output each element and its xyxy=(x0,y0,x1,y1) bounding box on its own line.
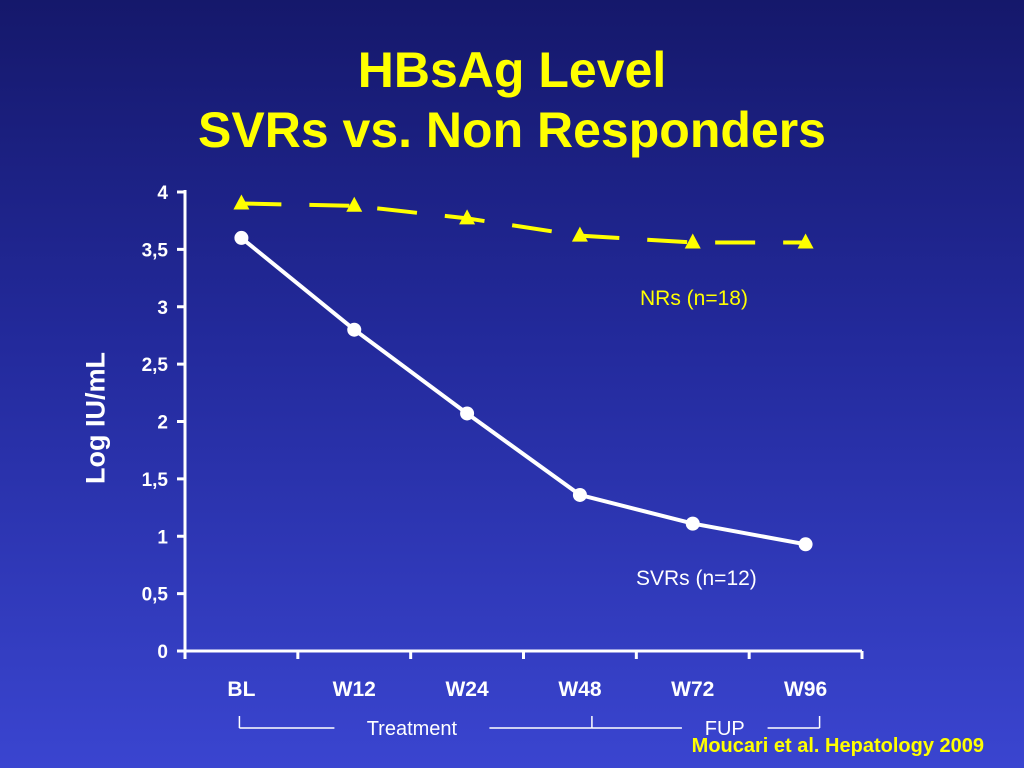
nr-data-point xyxy=(233,194,250,210)
svr-data-point xyxy=(572,487,587,502)
nr-data-point xyxy=(459,209,476,225)
x-tick-label: W12 xyxy=(333,678,376,701)
treatment-label: Treatment xyxy=(367,718,458,740)
nr-data-point xyxy=(684,233,701,249)
x-tick-label: W72 xyxy=(671,678,714,701)
citation: Moucari et al. Hepatology 2009 xyxy=(691,735,984,757)
y-tick-label: 0 xyxy=(157,642,168,663)
y-tick-label: 1 xyxy=(157,527,168,548)
svr-data-point xyxy=(685,516,700,531)
y-tick-label: 3,5 xyxy=(142,240,169,261)
y-tick-label: 4 xyxy=(157,183,168,204)
x-tick-label: W96 xyxy=(784,678,827,701)
nr-data-point xyxy=(571,226,588,242)
y-tick-label: 0,5 xyxy=(142,585,169,606)
nr-data-point xyxy=(797,233,814,249)
svr-data-point xyxy=(347,322,362,337)
svr-data-point xyxy=(798,537,813,552)
nr-data-point xyxy=(346,196,363,212)
y-tick-label: 1,5 xyxy=(142,470,169,491)
title-line-1: HBsAg Level xyxy=(357,42,667,98)
svr-data-point xyxy=(460,406,475,421)
chart-title: HBsAg Level SVRs vs. Non Responders xyxy=(0,40,1024,160)
fup-label: FUP xyxy=(705,718,745,740)
nr-series-line xyxy=(241,201,806,245)
y-tick-label: 3 xyxy=(157,298,168,319)
title-line-2: SVRs vs. Non Responders xyxy=(198,102,826,158)
svr-data-point xyxy=(234,230,249,245)
x-tick-label: W24 xyxy=(445,678,489,701)
y-tick-label: 2,5 xyxy=(142,355,169,376)
svr-series-line xyxy=(240,236,806,547)
nr-series-label: NRs (n=18) xyxy=(640,287,748,310)
svr-series-label: SVRs (n=12) xyxy=(636,567,757,590)
x-tick-label: BL xyxy=(227,678,255,701)
y-tick-label: 2 xyxy=(157,413,168,434)
x-tick-label: W48 xyxy=(558,678,602,701)
